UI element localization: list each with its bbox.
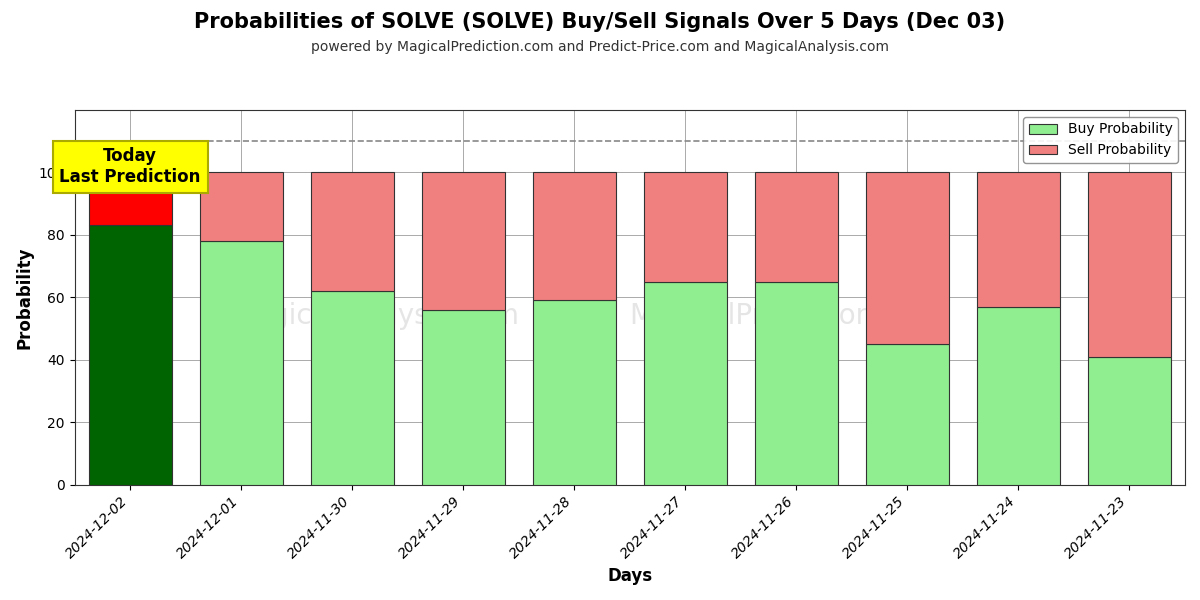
Bar	[89, 172, 172, 226]
Bar	[199, 172, 283, 241]
Bar	[977, 172, 1060, 307]
Text: Probabilities of SOLVE (SOLVE) Buy/Sell Signals Over 5 Days (Dec 03): Probabilities of SOLVE (SOLVE) Buy/Sell …	[194, 12, 1006, 32]
Bar	[865, 344, 949, 485]
Bar	[533, 172, 616, 301]
Bar	[1088, 356, 1171, 485]
Bar	[755, 281, 838, 485]
Bar	[977, 307, 1060, 485]
Bar	[311, 291, 394, 485]
Bar	[89, 226, 172, 485]
Bar	[643, 172, 727, 281]
Text: Today
Last Prediction: Today Last Prediction	[60, 148, 200, 186]
Text: powered by MagicalPrediction.com and Predict-Price.com and MagicalAnalysis.com: powered by MagicalPrediction.com and Pre…	[311, 40, 889, 54]
Bar	[421, 172, 505, 310]
Bar	[1088, 172, 1171, 356]
Text: MagicalPrediction.com: MagicalPrediction.com	[629, 302, 942, 330]
Bar	[421, 310, 505, 485]
Text: MagicalAnalysis.com: MagicalAnalysis.com	[230, 302, 518, 330]
Bar	[643, 281, 727, 485]
X-axis label: Days: Days	[607, 567, 653, 585]
Bar	[865, 172, 949, 344]
Legend: Buy Probability, Sell Probability: Buy Probability, Sell Probability	[1024, 117, 1178, 163]
Bar	[311, 172, 394, 291]
Bar	[755, 172, 838, 281]
Bar	[533, 301, 616, 485]
Bar	[199, 241, 283, 485]
Y-axis label: Probability: Probability	[16, 246, 34, 349]
